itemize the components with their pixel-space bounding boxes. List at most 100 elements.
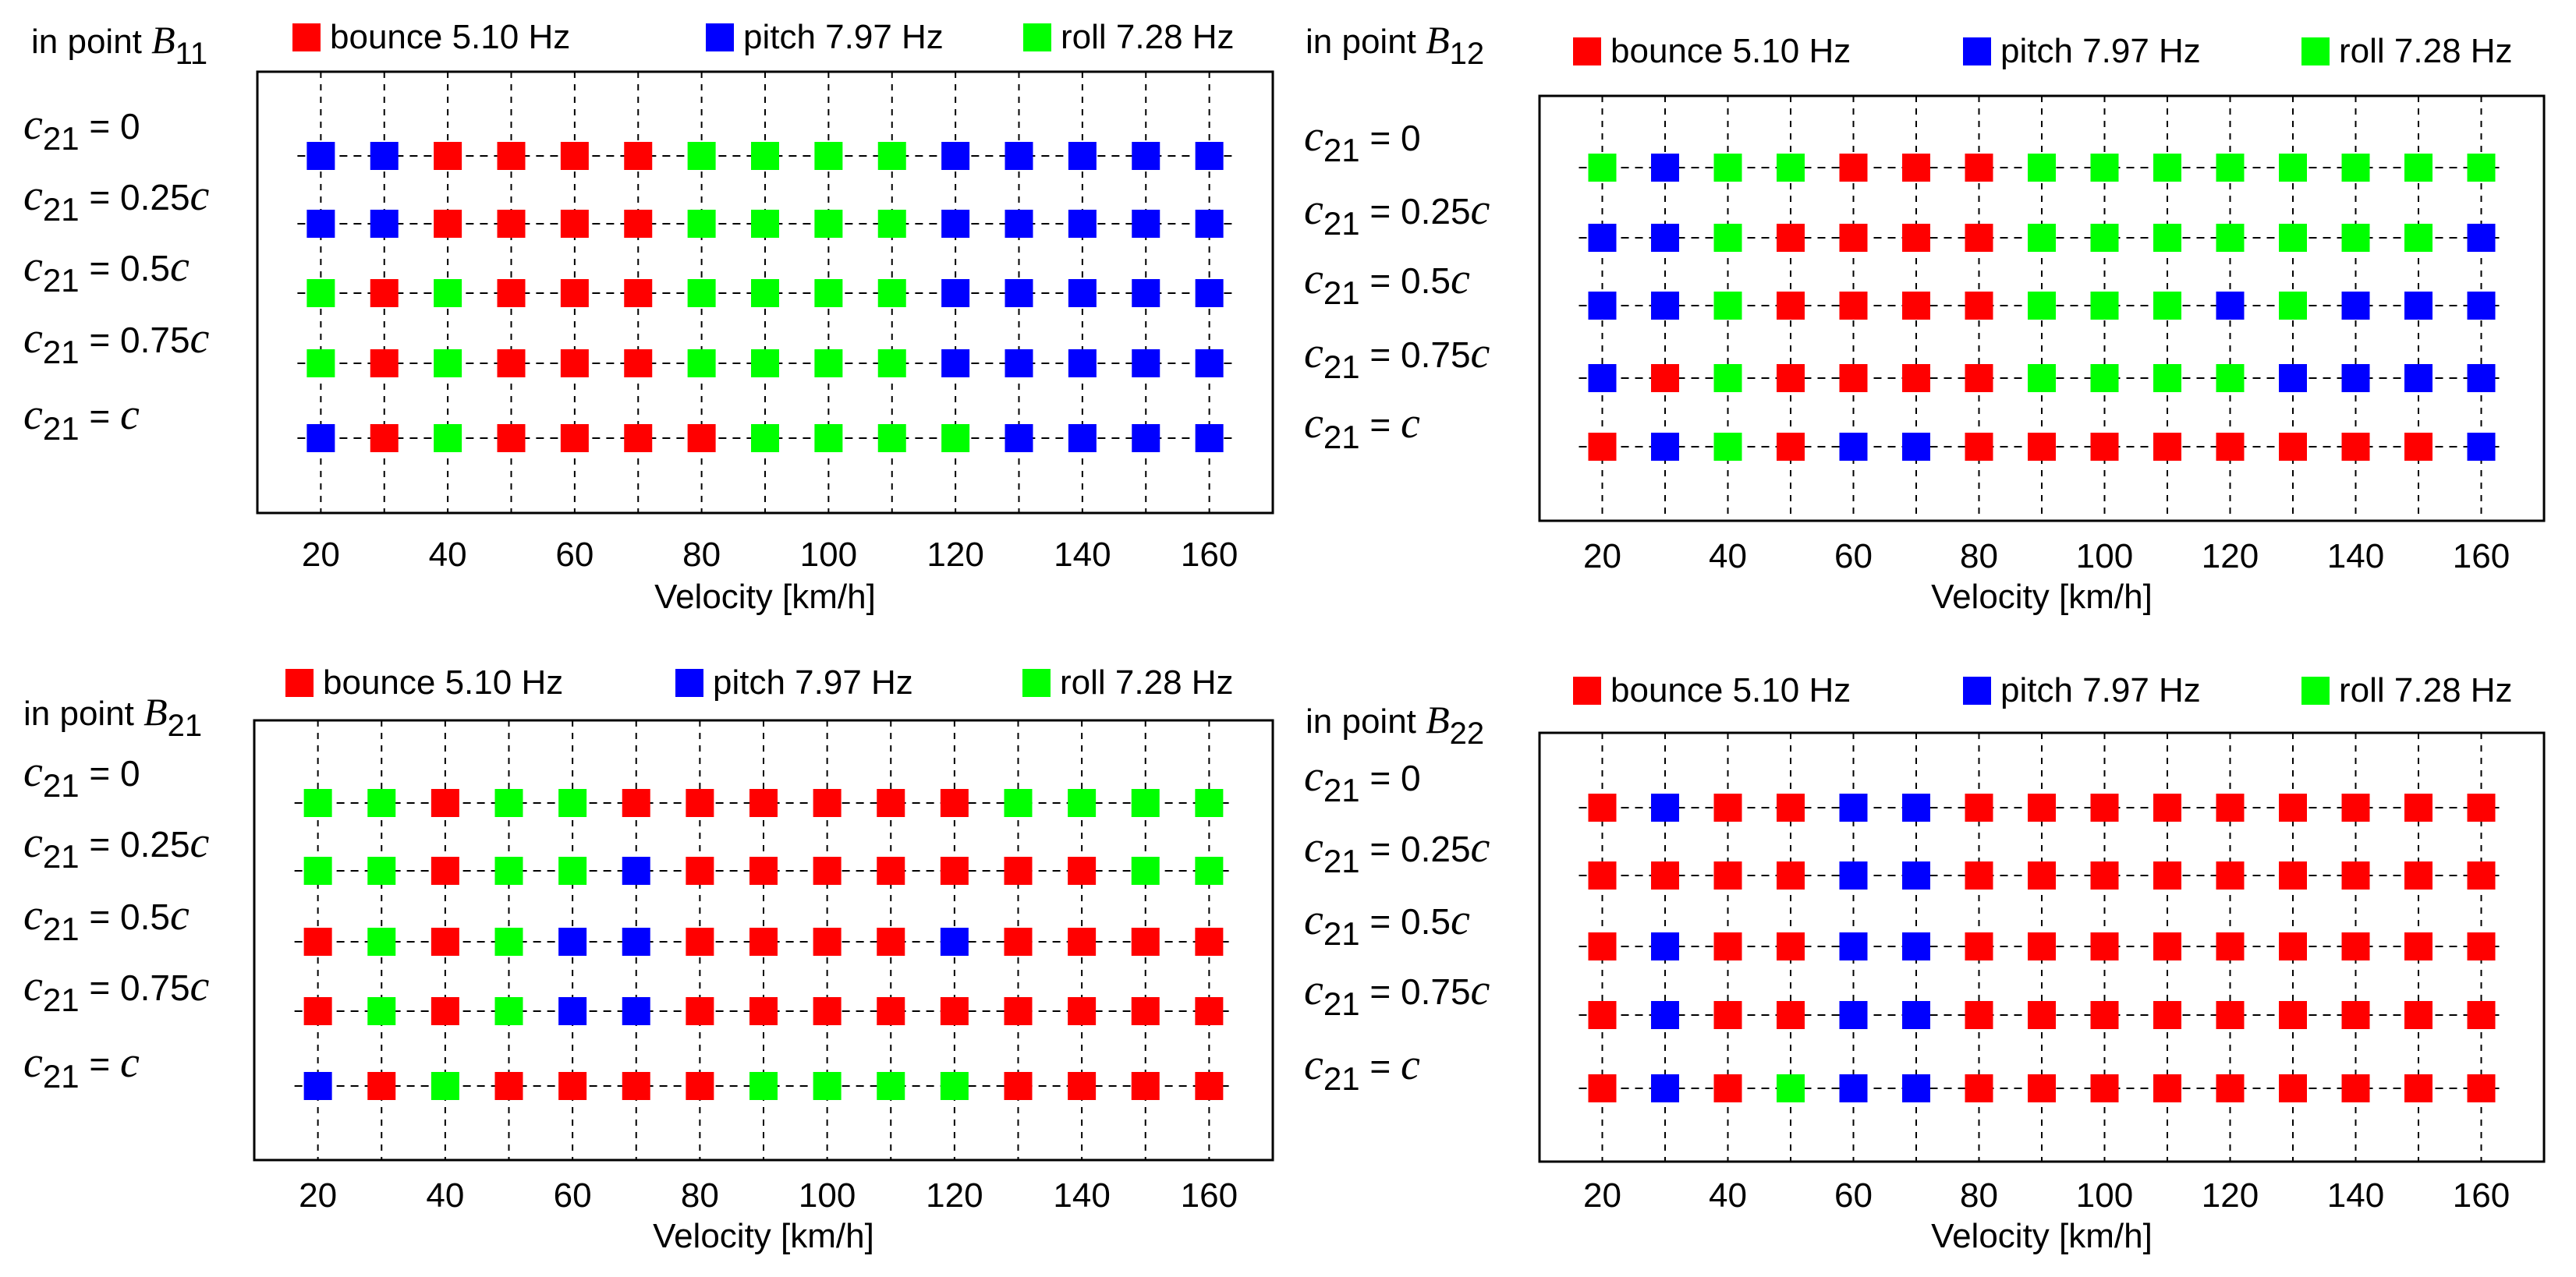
data-point-bounce: [687, 424, 716, 452]
data-point-bounce: [1777, 1001, 1805, 1029]
data-point-bounce: [1588, 1074, 1617, 1102]
data-point-bounce: [1839, 154, 1868, 182]
data-point-bounce: [1777, 364, 1805, 392]
data-point-pitch: [2467, 433, 2496, 461]
legend-label-roll: roll 7.28 Hz: [1061, 18, 1235, 56]
data-point-roll: [814, 210, 843, 238]
data-point-bounce: [2090, 794, 2119, 822]
x-tick-label: 80: [681, 1176, 719, 1215]
data-point-pitch: [2216, 292, 2245, 320]
data-point-roll: [751, 142, 779, 170]
data-point-bounce: [1777, 224, 1805, 252]
x-tick-label: 40: [426, 1176, 464, 1215]
data-point-bounce: [431, 997, 459, 1025]
data-point-pitch: [1132, 424, 1160, 452]
x-tick-label: 100: [800, 536, 857, 574]
row-label: c21 = 0.25c: [23, 172, 210, 228]
data-point-roll: [431, 1072, 459, 1100]
data-point-pitch: [1651, 1001, 1679, 1029]
data-point-pitch: [1839, 861, 1868, 890]
row-label: c21 = 0.25c: [1304, 823, 1490, 879]
data-point-bounce: [1651, 364, 1679, 392]
data-point-pitch: [1588, 224, 1617, 252]
data-point-bounce: [497, 142, 526, 170]
data-point-bounce: [1131, 997, 1160, 1025]
data-point-bounce: [2090, 433, 2119, 461]
data-point-roll: [2467, 154, 2496, 182]
data-point-pitch: [2467, 364, 2496, 392]
data-point-bounce: [1777, 292, 1805, 320]
data-point-bounce: [749, 789, 778, 817]
data-point-bounce: [1131, 1072, 1160, 1100]
data-point-roll: [1068, 789, 1097, 817]
data-point-roll: [813, 1072, 842, 1100]
data-point-bounce: [560, 349, 589, 377]
data-point-bounce: [2279, 433, 2307, 461]
data-point-pitch: [941, 349, 970, 377]
data-point-roll: [2153, 224, 2181, 252]
row-label: c21 = c: [1304, 1041, 1420, 1097]
data-point-bounce: [1839, 364, 1868, 392]
row-label: c21 = 0: [23, 748, 140, 804]
data-point-pitch: [1588, 364, 1617, 392]
data-point-bounce: [2404, 1074, 2432, 1102]
data-point-pitch: [1195, 279, 1224, 307]
data-point-roll: [2028, 224, 2056, 252]
data-point-pitch: [1651, 794, 1679, 822]
data-point-roll: [751, 210, 779, 238]
data-point-roll: [303, 857, 332, 885]
data-point-bounce: [1902, 154, 1930, 182]
data-point-bounce: [2216, 794, 2245, 822]
data-point-bounce: [686, 928, 714, 956]
data-point-bounce: [1713, 932, 1742, 960]
data-point-roll: [2090, 154, 2119, 182]
data-point-pitch: [1651, 433, 1679, 461]
x-tick-label: 120: [2202, 537, 2259, 575]
data-point-pitch: [303, 1072, 332, 1100]
legend-swatch-bounce: [292, 23, 321, 51]
data-point-bounce: [2216, 1074, 2245, 1102]
data-point-pitch: [1195, 142, 1224, 170]
data-point-pitch: [1839, 932, 1868, 960]
x-tick-label: 20: [299, 1176, 337, 1215]
data-point-bounce: [1195, 1072, 1224, 1100]
data-point-bounce: [1965, 224, 1993, 252]
data-point-bounce: [2279, 1074, 2307, 1102]
data-point-roll: [2153, 154, 2181, 182]
data-point-bounce: [813, 857, 842, 885]
data-point-bounce: [2341, 1001, 2370, 1029]
row-label: c21 = 0: [23, 101, 140, 157]
legend-swatch-bounce: [1573, 677, 1601, 705]
data-point-bounce: [877, 789, 905, 817]
data-point-pitch: [1902, 1074, 1930, 1102]
data-point-pitch: [2341, 292, 2370, 320]
data-point-roll: [558, 857, 587, 885]
data-point-roll: [2028, 154, 2056, 182]
data-point-pitch: [1132, 210, 1160, 238]
data-point-roll: [2216, 364, 2245, 392]
data-point-roll: [494, 928, 523, 956]
panel-title: in point B22: [1306, 698, 1484, 751]
data-point-pitch: [1651, 1074, 1679, 1102]
data-point-bounce: [1777, 861, 1805, 890]
x-tick-label: 140: [2327, 537, 2384, 575]
data-point-roll: [2279, 154, 2307, 182]
data-point-bounce: [622, 789, 650, 817]
legend-swatch-pitch: [1963, 677, 1991, 705]
data-point-bounce: [1004, 997, 1033, 1025]
data-point-bounce: [2467, 1074, 2496, 1102]
data-point-pitch: [1651, 154, 1679, 182]
data-point-bounce: [877, 997, 905, 1025]
data-point-pitch: [1005, 279, 1033, 307]
legend-swatch-pitch: [1963, 37, 1991, 65]
data-point-bounce: [1777, 932, 1805, 960]
data-point-pitch: [306, 142, 335, 170]
data-point-pitch: [306, 210, 335, 238]
data-point-pitch: [941, 279, 970, 307]
data-point-roll: [941, 424, 970, 452]
x-tick-label: 160: [2453, 1176, 2510, 1215]
data-point-roll: [306, 349, 335, 377]
legend-swatch-roll: [1023, 23, 1051, 51]
x-tick-label: 160: [2453, 537, 2510, 575]
data-point-pitch: [1068, 142, 1097, 170]
